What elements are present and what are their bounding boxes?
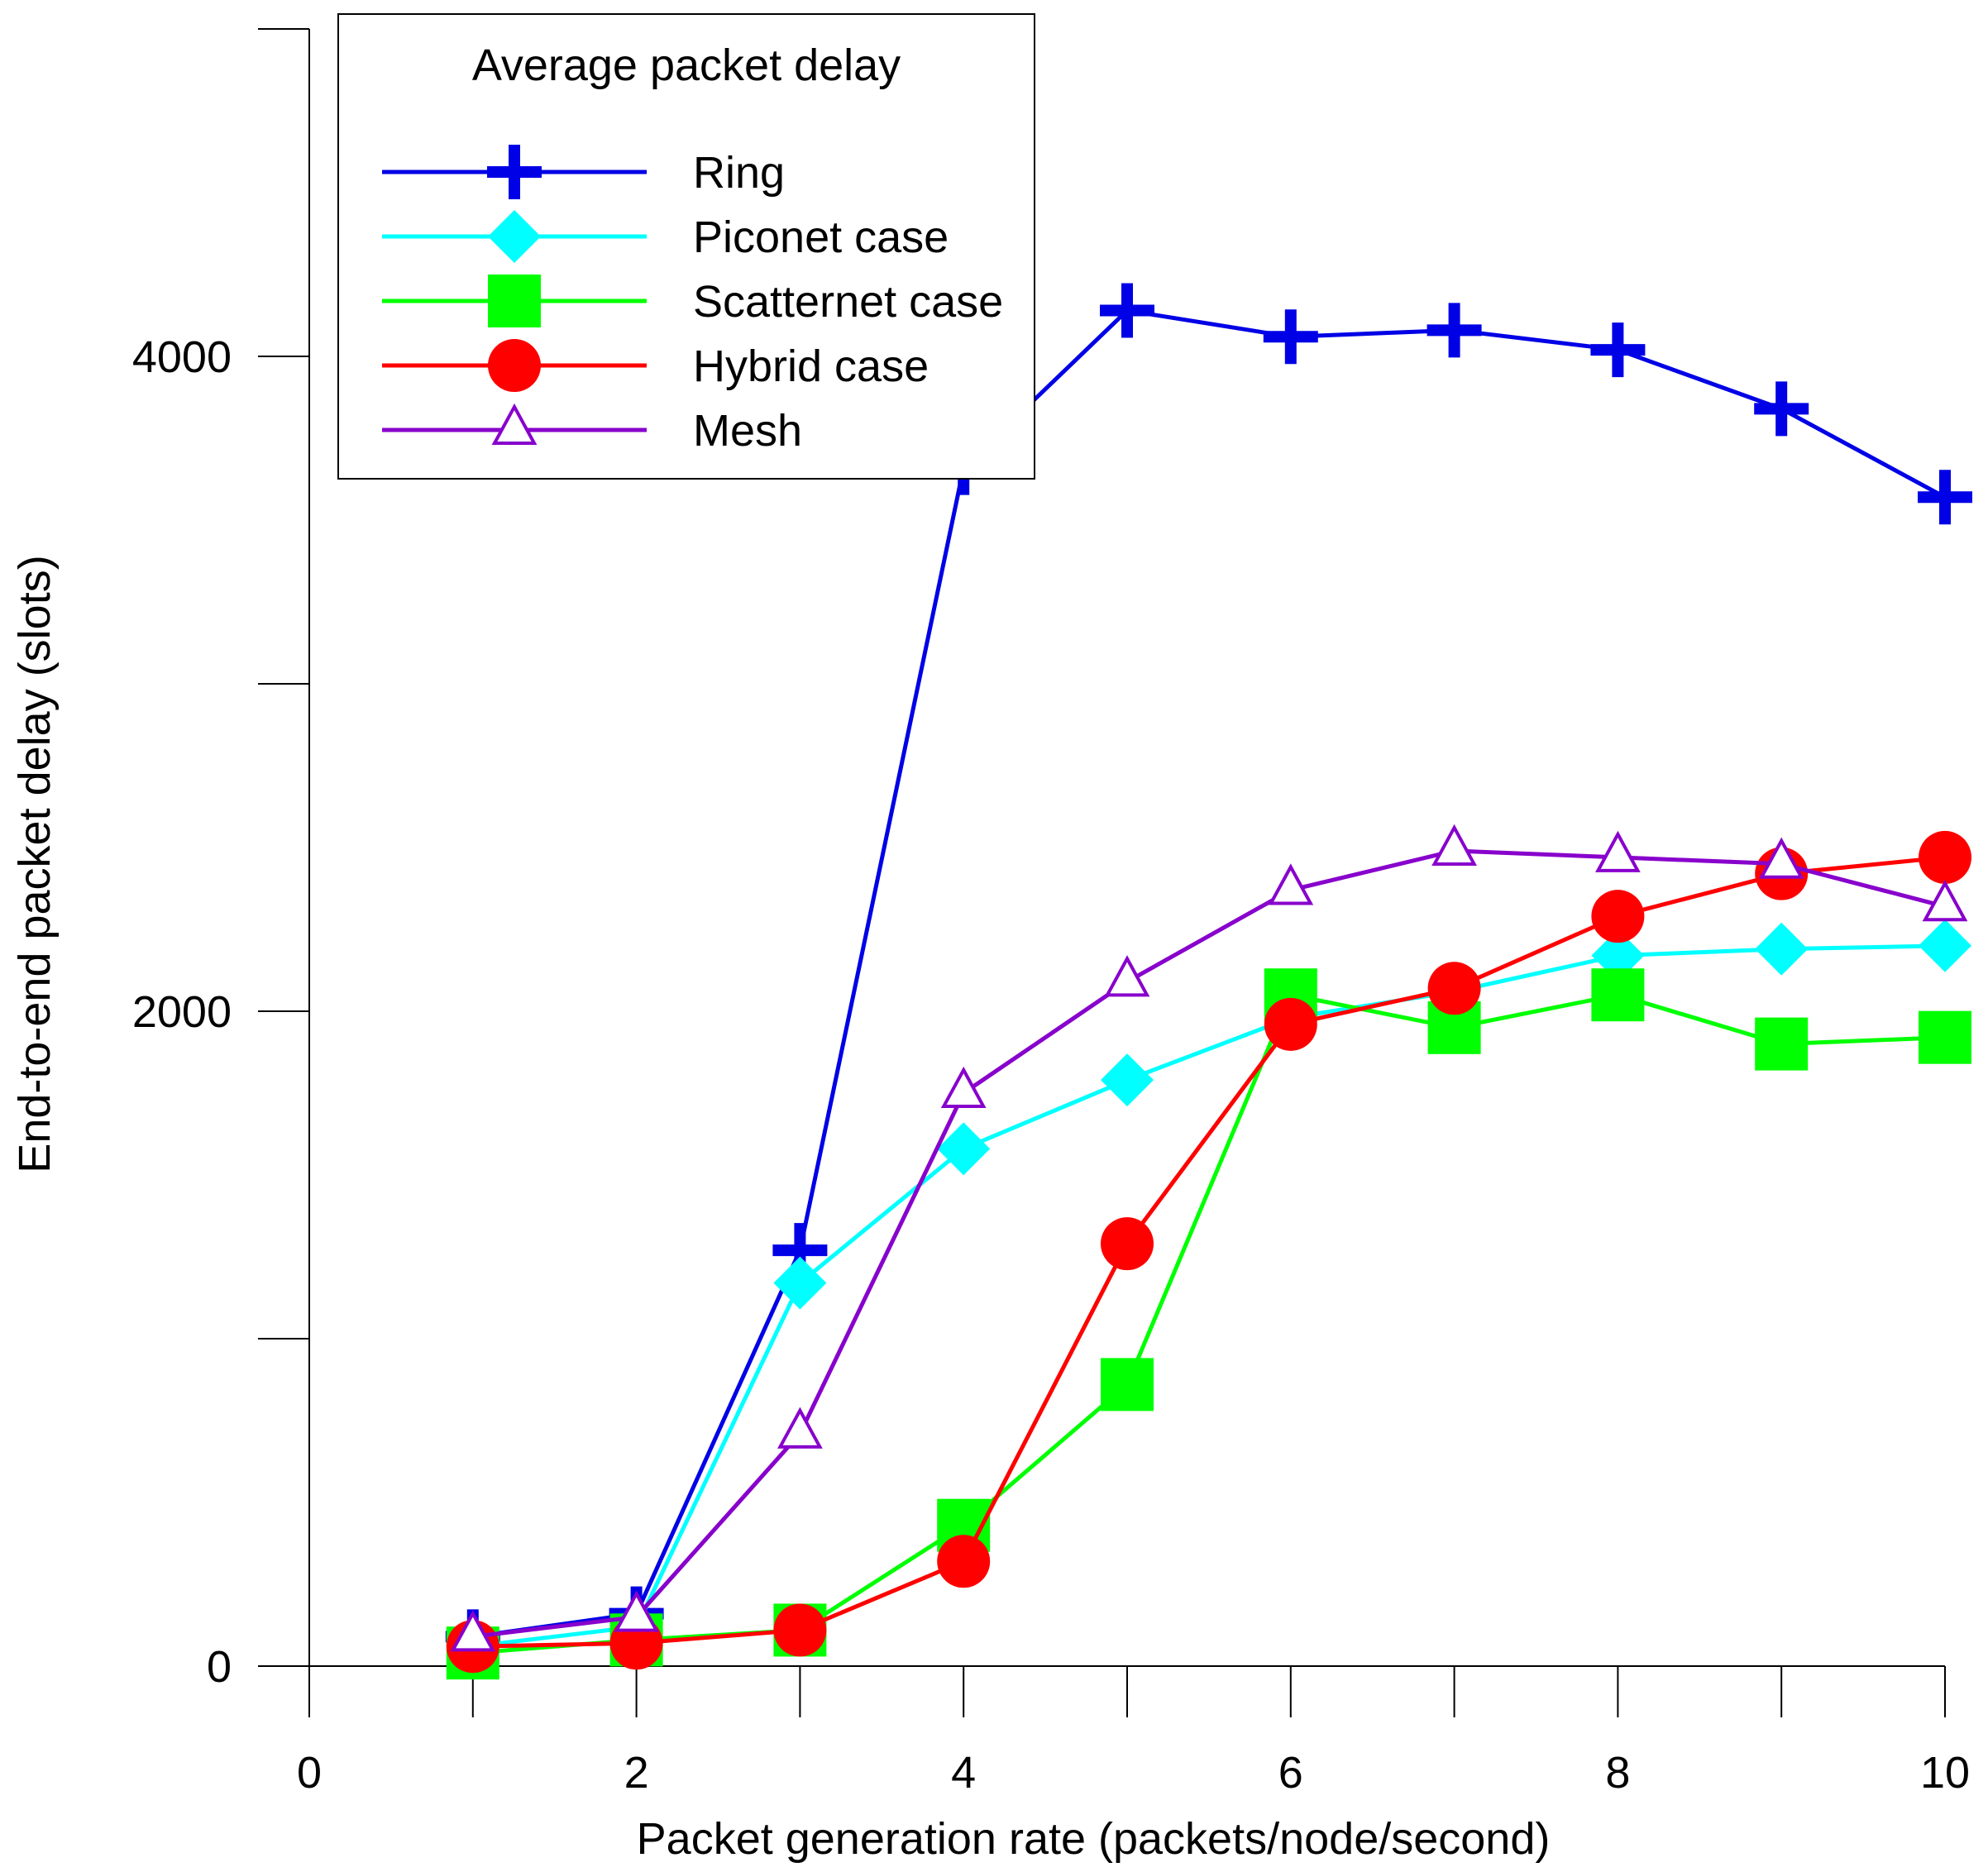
legend-marker (491, 403, 538, 445)
series-line (472, 855, 1946, 1649)
legend-box (337, 13, 1035, 480)
legend-label: Hybrid case (693, 341, 929, 391)
data-point (773, 1603, 827, 1657)
x-tick-label: 0 (297, 1748, 322, 1798)
legend-label: Scatternet case (693, 277, 1003, 327)
data-point (1104, 955, 1150, 997)
data-point (1264, 997, 1317, 1051)
y-tick-label: 0 (207, 1642, 232, 1692)
legend-label: Ring (693, 148, 785, 198)
series-line (472, 848, 1946, 1639)
legend-item: Ring (382, 145, 785, 199)
legend-marker (488, 210, 541, 263)
series-line (472, 308, 1947, 1639)
data-point (1268, 863, 1314, 905)
y-tick-label: 4000 (132, 332, 232, 382)
data-point (450, 1610, 496, 1652)
data-point (1427, 962, 1481, 1015)
data-point (1101, 1053, 1154, 1107)
data-point (1100, 283, 1154, 338)
data-point (1919, 830, 1971, 884)
data-point (1922, 880, 1968, 922)
series-layer (445, 283, 1972, 1680)
legend-item: Scatternet case (382, 275, 1003, 327)
x-axis-label: Packet generation rate (packets/node/sec… (637, 1814, 1551, 1864)
legend-marker (488, 275, 541, 327)
legend-label: Piconet case (693, 213, 949, 262)
series-hybrid-case (446, 830, 1971, 1674)
legend-marker (487, 145, 542, 199)
data-point (1431, 824, 1477, 866)
data-point (940, 1066, 987, 1108)
data-point (1426, 303, 1482, 358)
legend: Average packet delay Ring Piconet case Sca… (337, 13, 1035, 480)
data-point (1918, 470, 1972, 525)
data-point (614, 1590, 659, 1632)
x-tick-label: 10 (1920, 1748, 1970, 1798)
series-ring (445, 283, 1972, 1664)
data-point (1919, 1010, 1971, 1064)
data-point (1101, 1358, 1154, 1411)
x-tick-label: 8 (1605, 1748, 1630, 1798)
x-ticks: 0 2 4 6 8 10 (297, 1666, 1970, 1798)
data-point (1101, 1217, 1154, 1271)
data-point (1919, 919, 1971, 972)
x-tick-label: 4 (951, 1748, 976, 1798)
data-point (1754, 381, 1809, 437)
data-point (1755, 922, 1809, 976)
legend-item: Hybrid case (382, 339, 929, 392)
data-point (1591, 890, 1645, 943)
data-point (773, 1256, 827, 1310)
y-axis-label: End-to-end packet delay (slots) (10, 555, 60, 1172)
data-point (1758, 837, 1804, 879)
data-point (937, 1535, 991, 1588)
data-point (1590, 322, 1646, 378)
legend-label: Mesh (693, 406, 802, 456)
data-point (1755, 1017, 1809, 1071)
legend-item: Piconet case (382, 210, 949, 263)
series-line (472, 943, 1946, 1649)
data-point (937, 1122, 991, 1176)
y-tick-label: 2000 (132, 987, 232, 1037)
x-tick-label: 2 (624, 1748, 649, 1798)
legend-items: Ring Piconet case Scatternet case Hybrid ca… (382, 145, 1003, 456)
data-point (1591, 968, 1645, 1022)
x-axis: 0 2 4 6 8 10 (258, 1665, 1970, 1798)
y-axis: 0 2000 4000 (132, 28, 310, 1712)
series-mesh (450, 824, 1968, 1652)
data-point (1263, 309, 1318, 365)
legend-title: Average packet delay (472, 41, 901, 90)
y-ticks: 0 2000 4000 (132, 28, 309, 1692)
data-point (777, 1406, 823, 1449)
data-point (1595, 830, 1641, 872)
legend-item: Mesh (382, 403, 802, 456)
x-tick-label: 6 (1278, 1748, 1303, 1798)
legend-marker (488, 339, 541, 392)
